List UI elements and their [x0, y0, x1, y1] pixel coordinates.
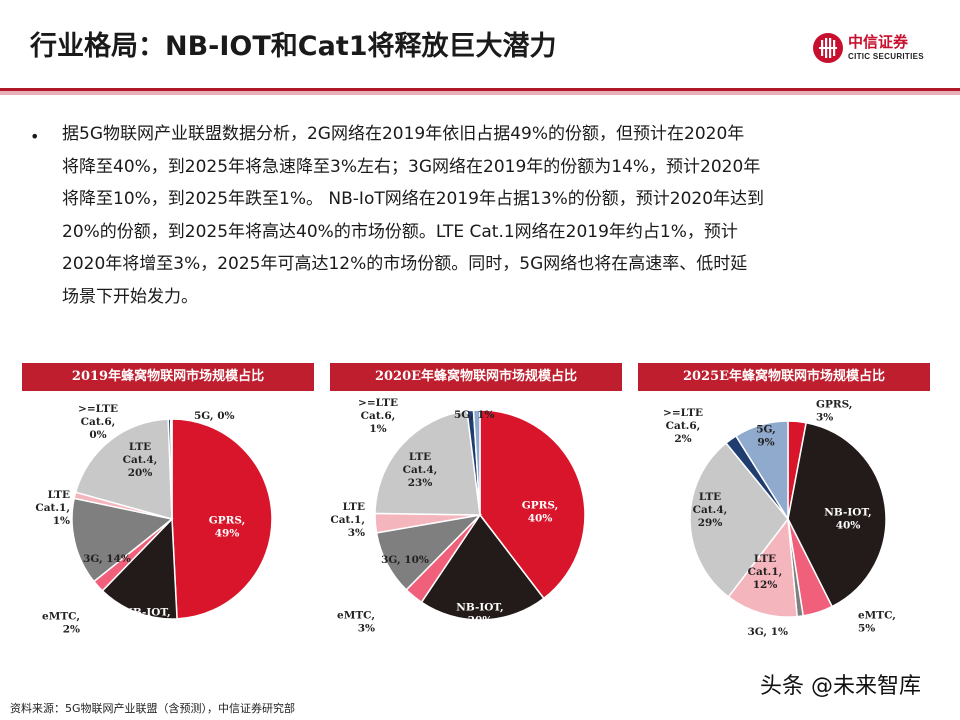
- pie-slice-gprs: [171, 418, 273, 620]
- data-label: 3G, 14%: [83, 553, 131, 565]
- paragraph-line: 将降至40%，到2025年将急速降至3%左右；3G网络在2019年的份额为14%…: [62, 156, 761, 177]
- pie-slice-nb-iot: [787, 421, 887, 608]
- data-label: LTE Cat.1, 12%: [748, 553, 783, 591]
- pie-slice-lte-cat-4: [689, 442, 789, 598]
- logo-text-cn: 中信证券: [848, 33, 909, 51]
- chart-title: 2019年蜂窝物联网市场规模占比: [22, 363, 314, 391]
- pie-slice-3g: [71, 497, 174, 583]
- chart-title: 2020E年蜂窝物联网市场规模占比: [330, 363, 622, 391]
- data-label: 5G, 1%: [454, 409, 495, 421]
- pie-slice-gprs: [479, 409, 586, 600]
- paragraph-line: 据5G物联网产业联盟数据分析，2G网络在2019年依旧占据49%的份额，但预计在…: [62, 124, 745, 144]
- watermark-text: 头条 @未来智库: [760, 674, 921, 699]
- data-label: 3G, 10%: [381, 554, 429, 566]
- pie-slice-5g: [734, 420, 789, 522]
- pie-slice-lte-cat-4: [374, 409, 481, 516]
- pie-chart-2019: 2019年蜂窝物联网市场规模占比 GPRS, 49% NB-IOT, 13% eMTC,…: [22, 363, 314, 645]
- pie-slice-5g: [472, 409, 481, 516]
- pie-chart-2020e-svg: GPRS, 40% NB-IOT, 20% eMTC, 3% 3G, 10% LTE Cat.1…: [330, 397, 586, 635]
- data-label: >=LTE Cat.6, 2%: [663, 407, 703, 445]
- pie-chart-2025e-svg: GPRS, 3% NB-IOT, 40% eMTC, 5% 3G, 1% LTE Cat.1, 1…: [663, 399, 896, 639]
- source-note: 资料来源：5G物联网产业联盟（含预测），中信证券研究部: [10, 702, 296, 715]
- logo-text-en: CITIC SECURITIES: [848, 52, 924, 61]
- paragraph-line: 场景下开始发力。: [62, 286, 198, 307]
- data-label: >=LTE Cat.6, 1%: [358, 397, 398, 435]
- data-label: GPRS, 40%: [522, 500, 558, 525]
- pie-chart-2025e: 2025E年蜂窝物联网市场规模占比 GPRS, 3% NB-IOT, 40% eMTC,…: [638, 363, 930, 645]
- paragraph-line: 20%的份额，到2025年将高达40%的市场份额。LTE Cat.1网络在201…: [62, 221, 738, 242]
- pie-slice-nb-iot: [101, 517, 178, 620]
- pie-slice-nb-iot: [420, 513, 545, 621]
- data-label: GPRS, 3%: [816, 399, 852, 424]
- pie-chart-2019-svg: GPRS, 49% NB-IOT, 13% eMTC, 2% 3G, 14% LTE Cat.1…: [35, 403, 273, 636]
- page-title: 行业格局：NB-IOT和Cat1将释放巨大潜力: [30, 31, 557, 62]
- pie-slice-lte-cat-4: [74, 418, 173, 520]
- data-label: GPRS, 49%: [209, 515, 245, 540]
- data-label: LTE Cat.4, 20%: [123, 441, 158, 479]
- data-label: eMTC, 3%: [337, 610, 375, 635]
- paragraph-line: 将降至10%，到2025年跌至1%。 NB-IoT网络在2019年占据13%的份…: [62, 189, 765, 209]
- data-label: NB-IOT, 13%: [123, 607, 170, 632]
- data-label: 3G, 1%: [748, 626, 789, 638]
- data-label: 5G, 0%: [194, 410, 235, 422]
- header-divider: [0, 88, 960, 95]
- paragraph-line: 2020年将增至3%，2025年可高达12%的市场份额。同时，5G网络也将在高速…: [62, 254, 748, 274]
- pie-slice-lte-cat-1: [727, 517, 798, 618]
- citic-logo-icon: [813, 33, 843, 63]
- data-label: LTE Cat.1, 1%: [35, 489, 70, 527]
- data-label: >=LTE Cat.6, 0%: [78, 403, 118, 441]
- data-label: eMTC, 2%: [42, 611, 80, 636]
- data-label: LTE Cat.1, 3%: [330, 501, 365, 539]
- summary-paragraph: 据5G物联网产业联盟数据分析，2G网络在2019年依旧占据49%的份额，但预计在…: [62, 118, 932, 313]
- bullet-marker: •: [30, 127, 40, 146]
- data-label: LTE Cat.4, 23%: [403, 451, 438, 489]
- data-label: eMTC, 5%: [858, 610, 896, 635]
- pie-slice-5g: [169, 418, 173, 520]
- data-label: NB-IOT, 20%: [456, 602, 503, 627]
- data-label: LTE Cat.4, 29%: [693, 491, 728, 529]
- citic-logo: 中信证券 CITIC SECURITIES: [812, 30, 952, 70]
- data-label: 5G, 9%: [756, 424, 776, 449]
- data-label: NB-IOT, 40%: [824, 507, 871, 532]
- chart-title: 2025E年蜂窝物联网市场规模占比: [638, 363, 930, 391]
- pie-chart-2020e: 2020E年蜂窝物联网市场规模占比 GPRS, 40% NB-IOT, 20% eMTC…: [330, 363, 622, 645]
